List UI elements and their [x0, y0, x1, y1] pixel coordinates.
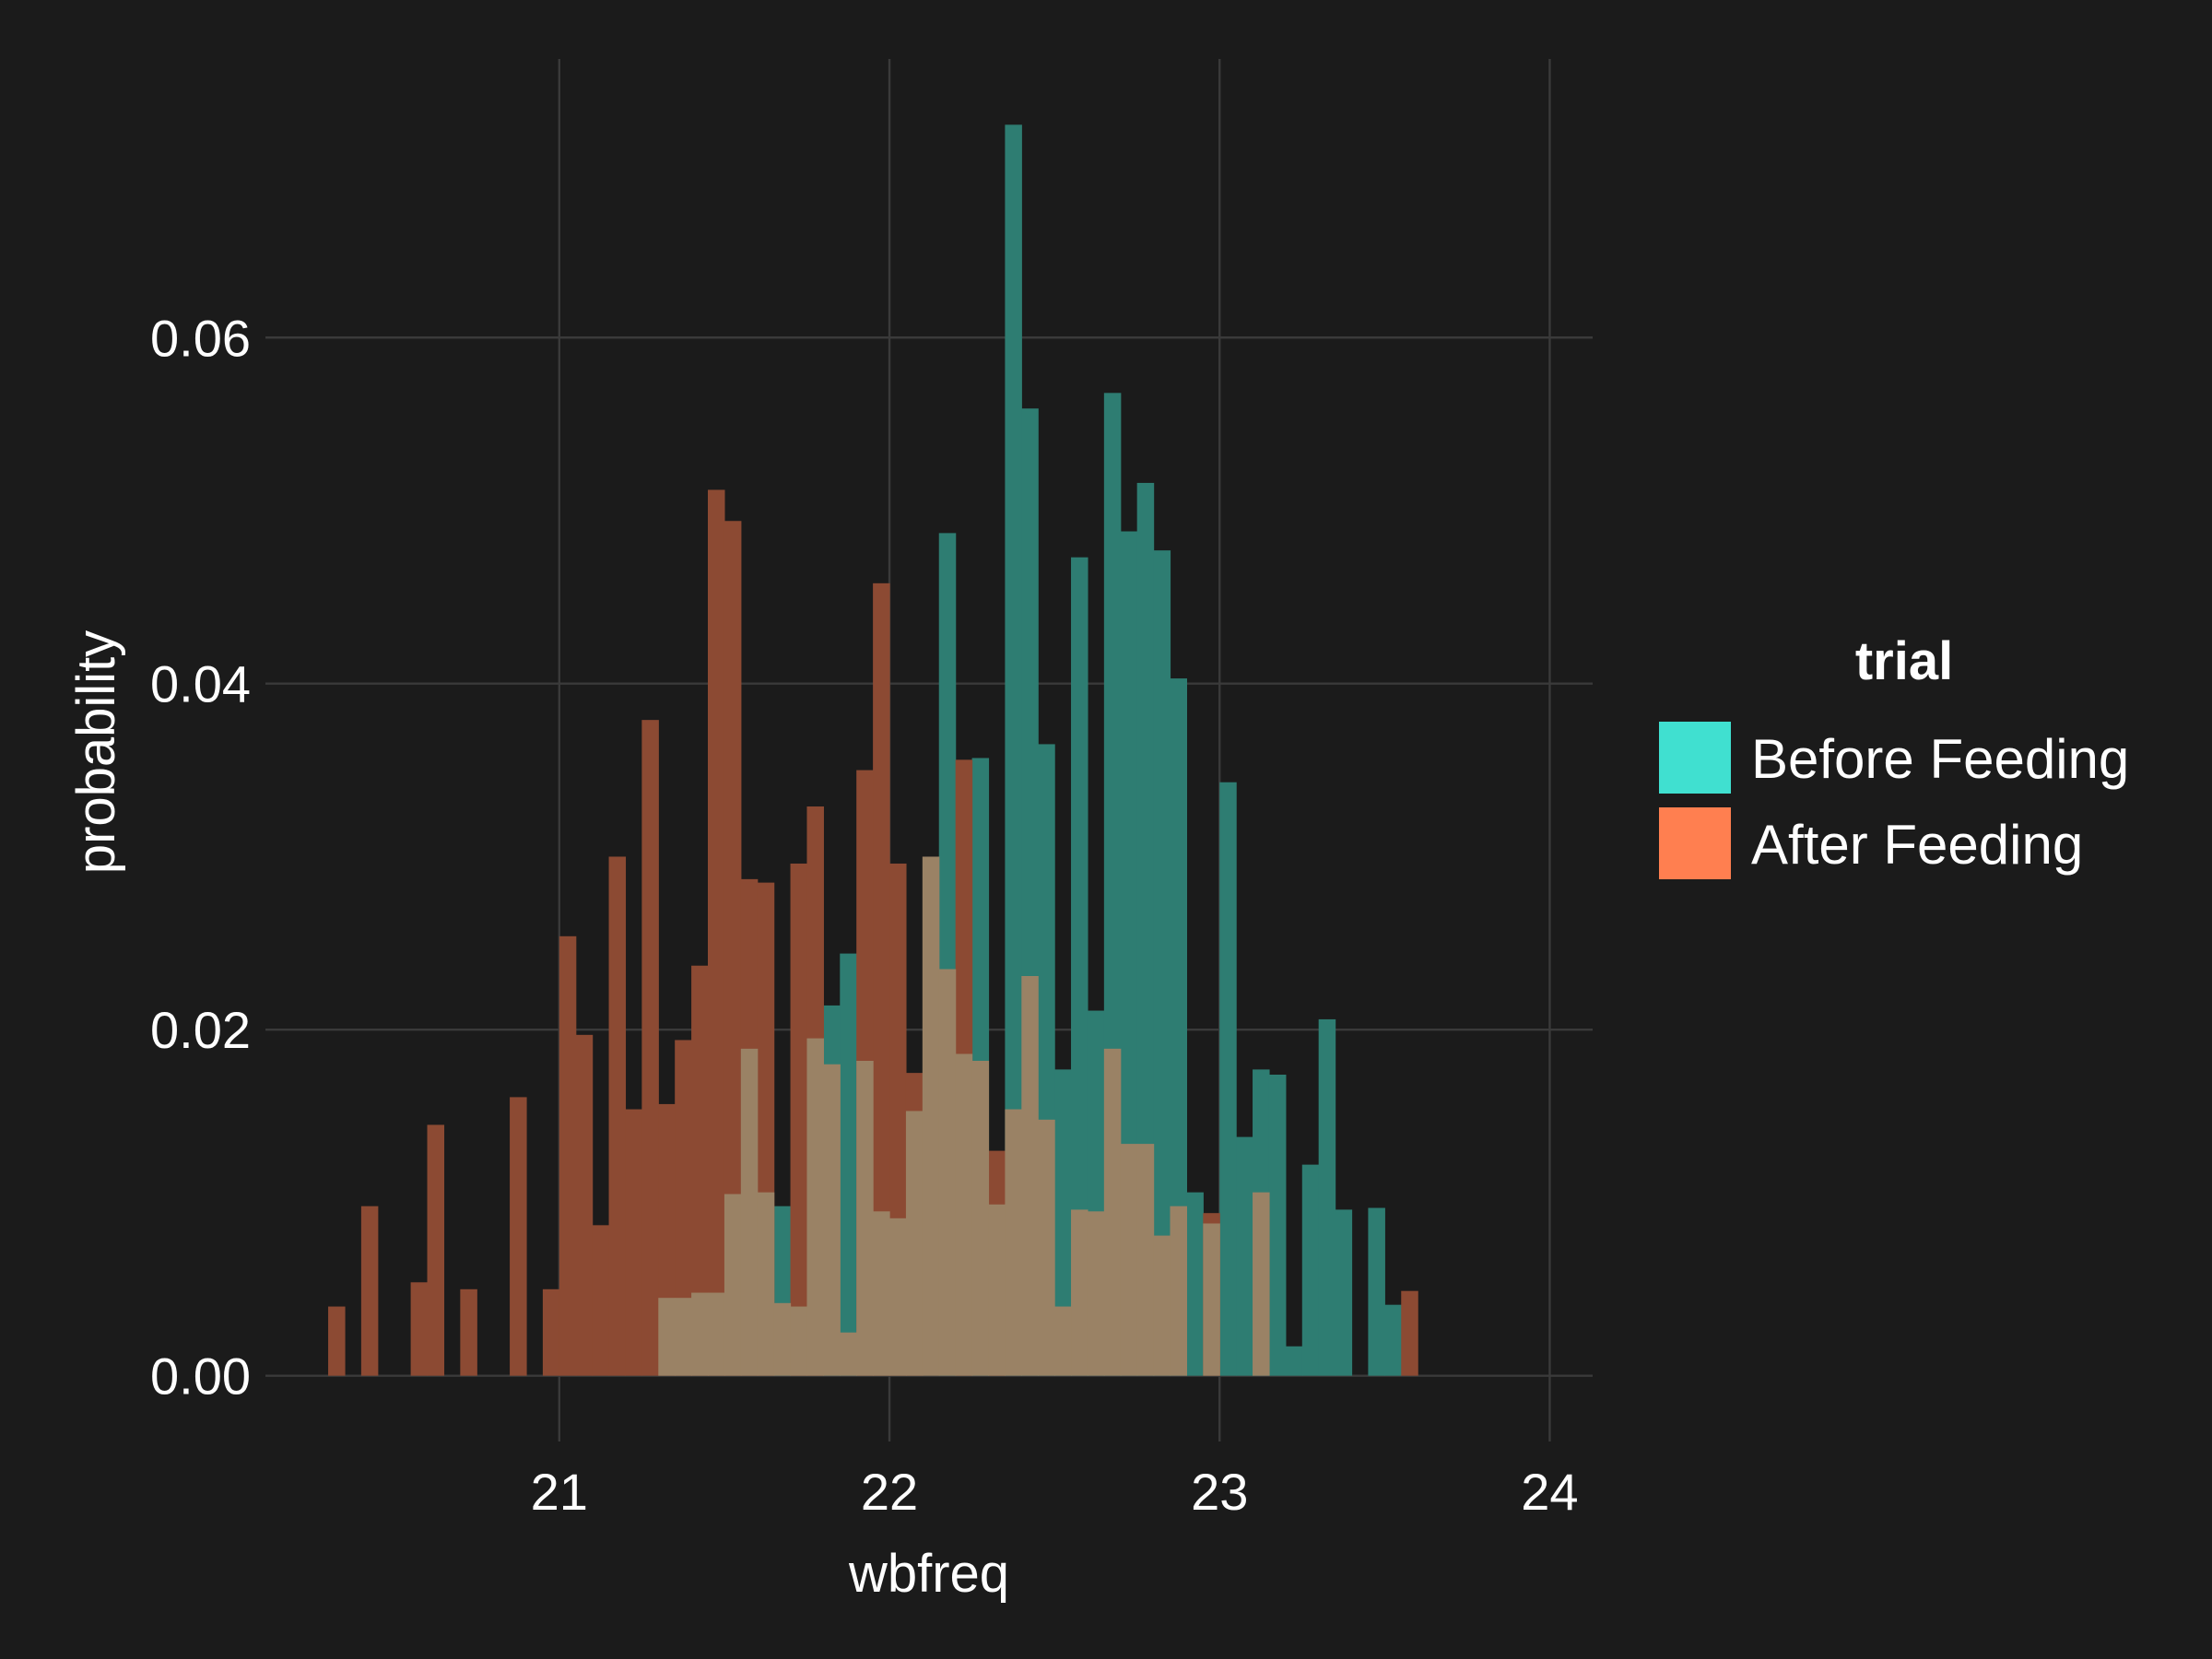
after-feeding-bar	[790, 863, 808, 1376]
overlap-bar	[790, 1306, 808, 1376]
after-feeding-bar	[542, 1288, 560, 1376]
y-axis-ticks: 0.00 0.02 0.04 0.06	[150, 309, 251, 1405]
overlap-bar	[1071, 1209, 1088, 1376]
after-feeding-bar	[410, 1282, 429, 1376]
after-feeding-bar	[559, 935, 577, 1376]
overlap-bar	[757, 1192, 775, 1376]
before-feeding-bar	[1301, 1164, 1320, 1376]
after-feeding-bar	[708, 489, 725, 1376]
after-feeding-bar	[510, 1097, 527, 1376]
legend-title: trial	[1855, 631, 1953, 691]
after-feeding-bar	[592, 1225, 610, 1376]
overlap-bar	[773, 1302, 792, 1376]
x-tick-label: 23	[1191, 1463, 1248, 1521]
after-feeding-bar	[691, 965, 709, 1376]
before-feeding-bar	[1368, 1207, 1385, 1376]
overlap-bar	[708, 1292, 725, 1376]
before-feeding-bar	[1285, 1346, 1303, 1376]
before-feeding-bar	[1219, 782, 1237, 1376]
overlap-bar	[658, 1298, 676, 1376]
before-feeding-bar	[1335, 1209, 1353, 1376]
legend-swatch-after-feeding	[1659, 807, 1731, 879]
before-feeding-bar	[840, 953, 857, 1376]
legend-label-after-feeding: After Feeding	[1751, 814, 2083, 876]
overlap-bar	[823, 1064, 841, 1376]
after-feeding-bar	[360, 1206, 379, 1376]
x-tick-label: 22	[861, 1463, 918, 1521]
overlap-bar	[724, 1194, 742, 1376]
legend-label-before-feeding: Before Feeding	[1751, 728, 2129, 790]
overlap-bar	[691, 1292, 709, 1376]
overlap-bar	[1087, 1211, 1105, 1376]
before-feeding-bar	[1170, 678, 1188, 1376]
overlap-bar	[1038, 1119, 1055, 1376]
overlap-bar	[1136, 1144, 1155, 1376]
after-feeding-bar	[427, 1124, 445, 1376]
after-feeding-bar	[641, 720, 659, 1376]
before-feeding-bar	[1071, 557, 1088, 1376]
overlap-bar	[840, 1332, 857, 1376]
overlap-bar	[889, 1218, 907, 1376]
overlap-bar	[806, 1038, 824, 1376]
overlap-bar	[1054, 1306, 1072, 1376]
y-tick-label: 0.04	[150, 655, 251, 713]
before-feeding-bar	[1186, 1192, 1204, 1376]
after-feeding-bar	[328, 1306, 346, 1376]
after-feeding-bar	[724, 521, 742, 1376]
x-axis-title: wbfreq	[848, 1544, 1009, 1604]
before-feeding-bar	[1268, 1075, 1287, 1376]
overlap-bar	[1153, 1235, 1171, 1376]
overlap-bar	[675, 1298, 692, 1376]
after-feeding-bar	[1401, 1290, 1418, 1376]
overlap-bar	[1120, 1144, 1138, 1376]
legend: trial Before Feeding After Feeding	[1659, 631, 2129, 879]
overlap-bar	[1021, 975, 1039, 1376]
overlap-bar	[856, 1060, 874, 1376]
overlap-bars	[658, 856, 1270, 1376]
after-feeding-bar	[625, 1109, 642, 1376]
overlap-bar	[955, 1053, 973, 1376]
y-axis-title: probability	[66, 630, 126, 874]
before-feeding-bar	[1236, 1136, 1253, 1376]
after-feeding-bar	[873, 582, 890, 1376]
overlap-bar	[988, 1204, 1006, 1376]
overlap-bar	[1005, 1109, 1022, 1376]
x-axis-ticks: 21 22 23 24	[531, 1463, 1579, 1521]
x-tick-label: 24	[1521, 1463, 1578, 1521]
overlap-bar	[873, 1211, 890, 1376]
overlap-bar	[905, 1111, 924, 1376]
overlap-bar	[1103, 1048, 1122, 1376]
before-feeding-bar	[1005, 124, 1022, 1376]
after-feeding-bar	[460, 1288, 477, 1376]
after-feeding-bar	[675, 1040, 692, 1376]
overlap-bar	[1203, 1223, 1220, 1376]
y-tick-label: 0.00	[150, 1347, 251, 1406]
legend-swatch-before-feeding	[1659, 722, 1731, 794]
before-feeding-bar	[1054, 1069, 1072, 1376]
overlap-bar	[971, 1060, 990, 1376]
overlap-bar	[938, 969, 957, 1376]
before-feeding-bar	[1384, 1304, 1402, 1376]
y-tick-label: 0.02	[150, 1001, 251, 1059]
overlap-bar	[1253, 1192, 1270, 1376]
overlap-bar	[740, 1048, 759, 1376]
before-feeding-bar	[1318, 1018, 1336, 1376]
x-tick-label: 21	[531, 1463, 588, 1521]
after-feeding-bar	[608, 856, 627, 1376]
overlap-bar	[922, 856, 940, 1376]
before-feeding-bar	[1153, 550, 1171, 1376]
overlap-bar	[1170, 1206, 1188, 1376]
y-tick-label: 0.06	[150, 309, 251, 367]
after-feeding-bar	[575, 1034, 594, 1376]
